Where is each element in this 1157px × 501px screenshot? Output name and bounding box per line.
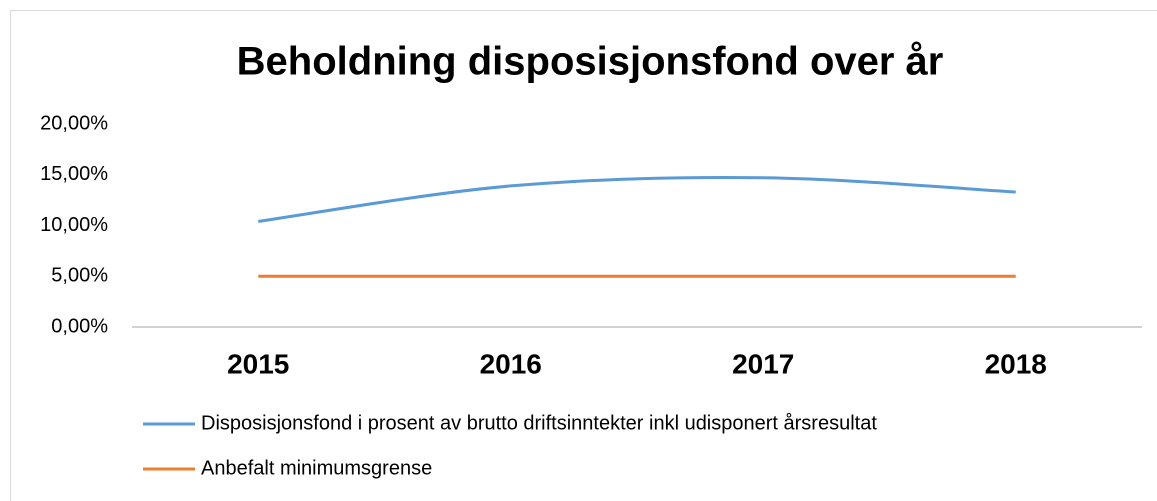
x-tick-label: 2018 (985, 348, 1047, 379)
chart-border (10, 10, 1157, 501)
chart-title: Beholdning disposisjonsfond over år (237, 40, 944, 84)
series-line (258, 176, 1016, 223)
y-tick-label: 5,00% (51, 265, 108, 287)
x-tick-label: 2017 (732, 348, 794, 379)
y-tick-label: 20,00% (40, 112, 108, 134)
x-tick-label: 2016 (480, 348, 542, 379)
legend-label: Anbefalt minimumsgrense (201, 457, 432, 479)
y-tick-label: 0,00% (51, 315, 108, 337)
y-tick-label: 10,00% (40, 214, 108, 236)
legend-label: Disposisjonsfond i prosent av brutto dri… (201, 412, 877, 434)
y-tick-label: 15,00% (40, 163, 108, 185)
x-tick-label: 2015 (227, 348, 289, 379)
